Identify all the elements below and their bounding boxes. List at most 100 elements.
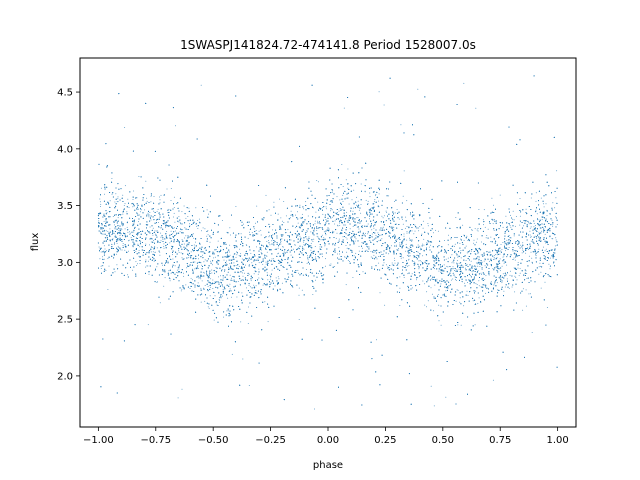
data-point bbox=[114, 201, 116, 203]
data-point bbox=[208, 213, 209, 215]
data-point bbox=[512, 250, 514, 252]
data-point bbox=[101, 233, 103, 235]
data-point bbox=[447, 244, 449, 246]
data-point bbox=[228, 266, 230, 268]
data-point bbox=[204, 228, 206, 230]
data-point bbox=[365, 199, 367, 201]
data-point bbox=[427, 232, 429, 234]
data-point bbox=[529, 234, 531, 236]
data-point bbox=[260, 229, 262, 231]
data-point bbox=[229, 244, 231, 246]
data-point bbox=[458, 262, 460, 264]
data-point bbox=[435, 281, 436, 282]
data-point bbox=[267, 261, 269, 263]
data-point bbox=[400, 124, 402, 126]
data-point bbox=[117, 217, 119, 219]
data-point bbox=[337, 225, 339, 227]
data-point bbox=[127, 231, 129, 233]
data-point bbox=[443, 264, 445, 266]
data-point bbox=[145, 259, 147, 261]
data-point bbox=[229, 263, 231, 265]
data-point bbox=[514, 275, 516, 277]
data-point bbox=[436, 280, 438, 282]
data-point bbox=[134, 227, 136, 229]
data-point bbox=[444, 250, 446, 251]
data-point bbox=[517, 255, 519, 257]
data-point bbox=[472, 300, 474, 302]
data-point bbox=[403, 233, 405, 235]
data-point bbox=[99, 198, 101, 200]
data-point bbox=[459, 297, 461, 299]
data-point bbox=[520, 244, 522, 246]
data-point bbox=[147, 212, 149, 214]
data-point bbox=[535, 254, 537, 256]
data-point bbox=[168, 256, 170, 258]
data-point bbox=[233, 262, 235, 264]
data-point bbox=[480, 286, 482, 288]
data-point bbox=[334, 248, 336, 250]
data-point bbox=[342, 236, 344, 238]
data-point bbox=[409, 246, 411, 248]
data-point bbox=[253, 284, 255, 286]
data-point bbox=[314, 223, 316, 225]
data-point bbox=[285, 279, 287, 281]
data-point bbox=[471, 271, 473, 273]
data-point bbox=[206, 235, 208, 237]
data-point bbox=[202, 254, 203, 256]
data-point bbox=[153, 210, 155, 212]
data-point bbox=[159, 254, 161, 256]
data-point bbox=[399, 305, 401, 306]
data-point bbox=[446, 265, 448, 267]
data-point bbox=[114, 224, 115, 226]
data-point bbox=[172, 247, 174, 249]
data-point bbox=[467, 240, 469, 241]
data-point bbox=[249, 258, 251, 260]
data-point bbox=[373, 200, 375, 202]
data-point bbox=[148, 273, 150, 275]
data-point bbox=[414, 224, 416, 226]
data-point bbox=[166, 231, 168, 232]
data-point bbox=[197, 220, 198, 221]
data-point bbox=[156, 281, 158, 283]
data-point bbox=[171, 233, 173, 235]
data-point bbox=[140, 241, 142, 242]
data-point bbox=[263, 246, 264, 248]
data-point bbox=[354, 240, 356, 242]
data-point bbox=[506, 256, 508, 258]
data-point bbox=[113, 243, 115, 245]
data-point bbox=[477, 230, 479, 232]
data-point bbox=[373, 238, 375, 240]
data-point bbox=[293, 248, 294, 250]
data-point bbox=[232, 257, 234, 259]
data-point bbox=[174, 221, 176, 223]
data-point bbox=[197, 265, 199, 267]
data-point bbox=[333, 231, 335, 233]
data-point bbox=[214, 256, 216, 258]
data-point bbox=[266, 251, 268, 253]
data-point bbox=[230, 277, 232, 279]
data-point bbox=[378, 256, 380, 257]
data-point bbox=[172, 258, 174, 260]
data-point bbox=[181, 257, 183, 259]
data-point bbox=[519, 220, 521, 222]
data-point bbox=[219, 281, 221, 283]
data-point bbox=[249, 231, 250, 233]
data-point bbox=[342, 200, 344, 202]
data-point bbox=[188, 244, 190, 246]
data-point bbox=[338, 222, 340, 224]
data-point bbox=[399, 287, 401, 289]
data-point bbox=[307, 259, 309, 261]
data-point bbox=[181, 211, 183, 213]
data-point bbox=[148, 216, 150, 218]
data-point bbox=[412, 255, 414, 257]
data-point bbox=[485, 292, 487, 294]
data-point bbox=[204, 300, 206, 302]
data-point bbox=[204, 285, 206, 286]
data-point bbox=[386, 211, 388, 213]
data-point bbox=[170, 188, 172, 189]
data-point bbox=[533, 227, 535, 229]
data-point bbox=[176, 203, 177, 204]
data-point bbox=[132, 269, 134, 271]
data-point bbox=[513, 219, 515, 221]
data-point bbox=[406, 226, 408, 227]
